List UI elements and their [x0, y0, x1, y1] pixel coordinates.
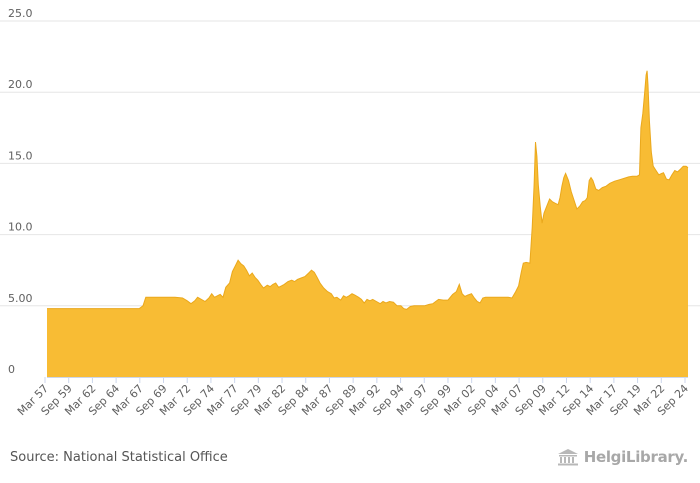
y-tick-label: 20.0 [8, 78, 33, 91]
y-tick-label: 10.0 [8, 221, 33, 234]
y-tick-label: 5.00 [8, 292, 33, 305]
library-building-icon [557, 449, 578, 466]
y-tick-label: 0 [8, 363, 15, 376]
source-note: Source: National Statistical Office [10, 450, 228, 465]
brand-logo[interactable]: HelgiLibrary. [557, 448, 688, 466]
area-series-outline [47, 70, 689, 310]
y-axis: 0 5.00 10.0 15.0 20.0 25.0 [8, 7, 33, 376]
y-tick-label: 15.0 [8, 149, 33, 162]
y-tick-label: 25.0 [8, 7, 33, 20]
area-series [47, 70, 688, 378]
footer: Source: National Statistical Office Helg… [0, 440, 700, 483]
brand-name: HelgiLibrary. [583, 448, 689, 466]
